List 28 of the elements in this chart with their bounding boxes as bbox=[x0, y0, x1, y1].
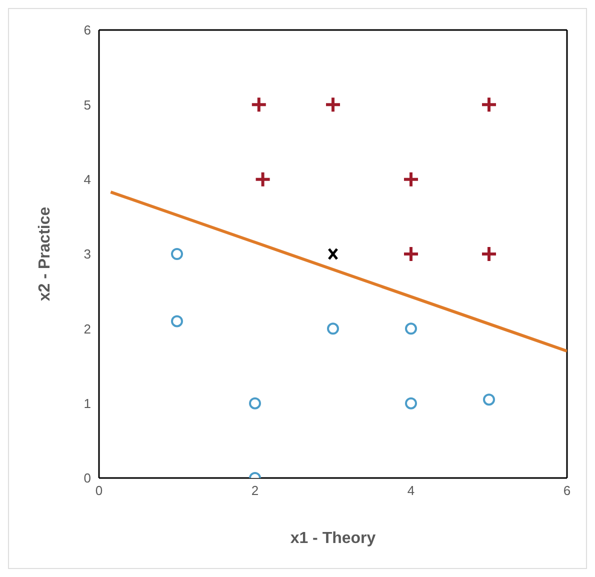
point bbox=[480, 246, 498, 262]
point bbox=[402, 170, 420, 188]
y-tick-label: 1 bbox=[84, 396, 91, 411]
point bbox=[171, 315, 183, 328]
point bbox=[405, 322, 417, 335]
y-tick-label: 2 bbox=[84, 321, 91, 336]
point bbox=[324, 96, 342, 114]
y-tick-label: 5 bbox=[84, 97, 91, 112]
point bbox=[402, 246, 420, 262]
x-tick-label: 0 bbox=[95, 483, 103, 498]
point bbox=[405, 397, 417, 410]
x-tick-label: 2 bbox=[251, 483, 259, 498]
point bbox=[249, 397, 261, 410]
point bbox=[171, 248, 183, 260]
y-tick-label: 0 bbox=[84, 470, 91, 486]
x-axis-title: x1 - Theory bbox=[290, 530, 376, 547]
point bbox=[328, 248, 338, 260]
y-tick-label: 6 bbox=[84, 22, 91, 38]
point bbox=[254, 170, 272, 188]
x-tick-label: 4 bbox=[407, 483, 415, 498]
point bbox=[327, 322, 339, 335]
point bbox=[480, 96, 498, 114]
point bbox=[250, 96, 268, 114]
y-tick-label: 4 bbox=[84, 172, 91, 187]
y-tick-label: 3 bbox=[84, 246, 91, 262]
y-axis-title: x2 - Practice bbox=[36, 206, 54, 302]
x-tick-label: 6 bbox=[563, 483, 571, 498]
point bbox=[483, 394, 495, 406]
